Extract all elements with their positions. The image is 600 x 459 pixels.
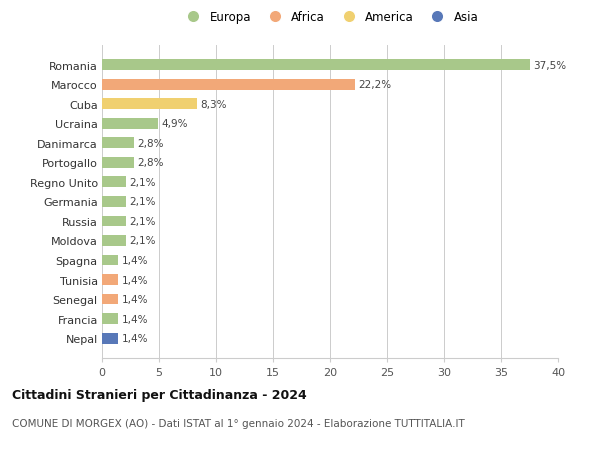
Bar — [102, 177, 126, 188]
Bar — [102, 294, 118, 305]
Text: 2,1%: 2,1% — [130, 217, 156, 226]
Text: 1,4%: 1,4% — [121, 256, 148, 265]
Text: 1,4%: 1,4% — [121, 314, 148, 324]
Bar — [102, 313, 118, 325]
Bar — [102, 138, 134, 149]
Text: COMUNE DI MORGEX (AO) - Dati ISTAT al 1° gennaio 2024 - Elaborazione TUTTITALIA.: COMUNE DI MORGEX (AO) - Dati ISTAT al 1°… — [12, 418, 465, 428]
Text: 1,4%: 1,4% — [121, 334, 148, 343]
Text: 1,4%: 1,4% — [121, 275, 148, 285]
Bar — [102, 333, 118, 344]
Bar — [102, 60, 530, 71]
Text: 4,9%: 4,9% — [161, 119, 188, 129]
Bar — [102, 99, 197, 110]
Text: 37,5%: 37,5% — [533, 61, 566, 70]
Text: 1,4%: 1,4% — [121, 295, 148, 304]
Bar — [102, 274, 118, 285]
Text: 2,1%: 2,1% — [130, 236, 156, 246]
Bar — [102, 157, 134, 168]
Text: 2,8%: 2,8% — [137, 139, 164, 148]
Legend: Europa, Africa, America, Asia: Europa, Africa, America, Asia — [181, 11, 479, 24]
Bar — [102, 235, 126, 246]
Text: 8,3%: 8,3% — [200, 100, 227, 109]
Text: Cittadini Stranieri per Cittadinanza - 2024: Cittadini Stranieri per Cittadinanza - 2… — [12, 388, 307, 401]
Text: 2,8%: 2,8% — [137, 158, 164, 168]
Bar — [102, 196, 126, 207]
Bar — [102, 216, 126, 227]
Text: 22,2%: 22,2% — [359, 80, 392, 90]
Text: 2,1%: 2,1% — [130, 178, 156, 187]
Text: 2,1%: 2,1% — [130, 197, 156, 207]
Bar — [102, 118, 158, 129]
Bar — [102, 255, 118, 266]
Bar — [102, 79, 355, 90]
